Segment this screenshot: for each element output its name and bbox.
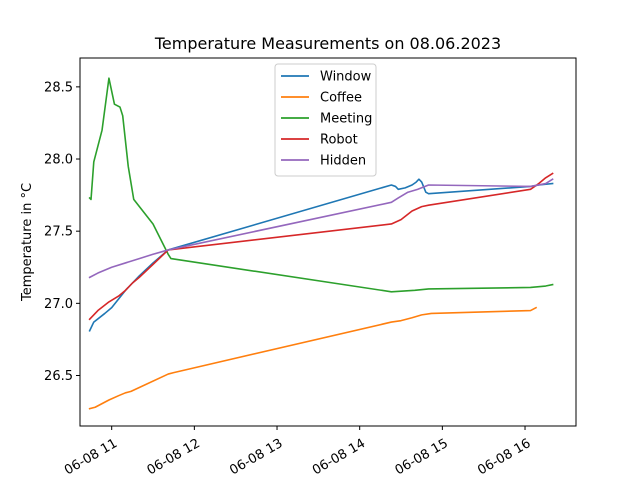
plot-frame: [79, 57, 577, 427]
series-line-meeting: [88, 77, 554, 293]
chart-title: Temperature Measurements on 08.06.2023: [154, 34, 501, 53]
legend-label-hidden: Hidden: [320, 154, 366, 169]
legend-box: [274, 63, 377, 177]
series-line-robot: [88, 172, 554, 321]
series-line-hidden: [88, 178, 554, 279]
legend-label-window: Window: [320, 70, 372, 85]
x-tick-label: 06-08 12: [145, 436, 203, 478]
x-tick-label: 06-08 13: [227, 436, 285, 478]
x-tick-label: 06-08 14: [310, 436, 368, 478]
legend-label-meeting: Meeting: [320, 112, 372, 127]
y-tick-label: 26.5: [44, 369, 73, 384]
legend: Window Coffee Meeting Robot Hidden: [274, 63, 377, 177]
y-tick-label: 28.5: [44, 80, 73, 95]
series-line-coffee: [88, 306, 538, 410]
legend-label-coffee: Coffee: [320, 91, 362, 106]
x-tick-label: 06-08 15: [393, 436, 451, 478]
legend-label-robot: Robot: [320, 133, 358, 148]
y-axis-label: Temperature in °C: [20, 183, 35, 302]
y-axis: 26.5 27.0 27.5 28.0 28.5: [44, 80, 80, 384]
x-tick-label: 06-08 16: [475, 436, 533, 478]
x-tick-label: 06-08 11: [62, 436, 120, 478]
x-axis: 06-08 11 06-08 12 06-08 13 06-08 14 06-08 15…: [62, 426, 533, 478]
y-tick-label: 28.0: [44, 153, 73, 168]
y-tick-label: 27.0: [44, 297, 73, 312]
y-tick-label: 27.5: [44, 225, 73, 240]
series-line-window: [88, 178, 554, 332]
series-layer: [88, 77, 554, 410]
